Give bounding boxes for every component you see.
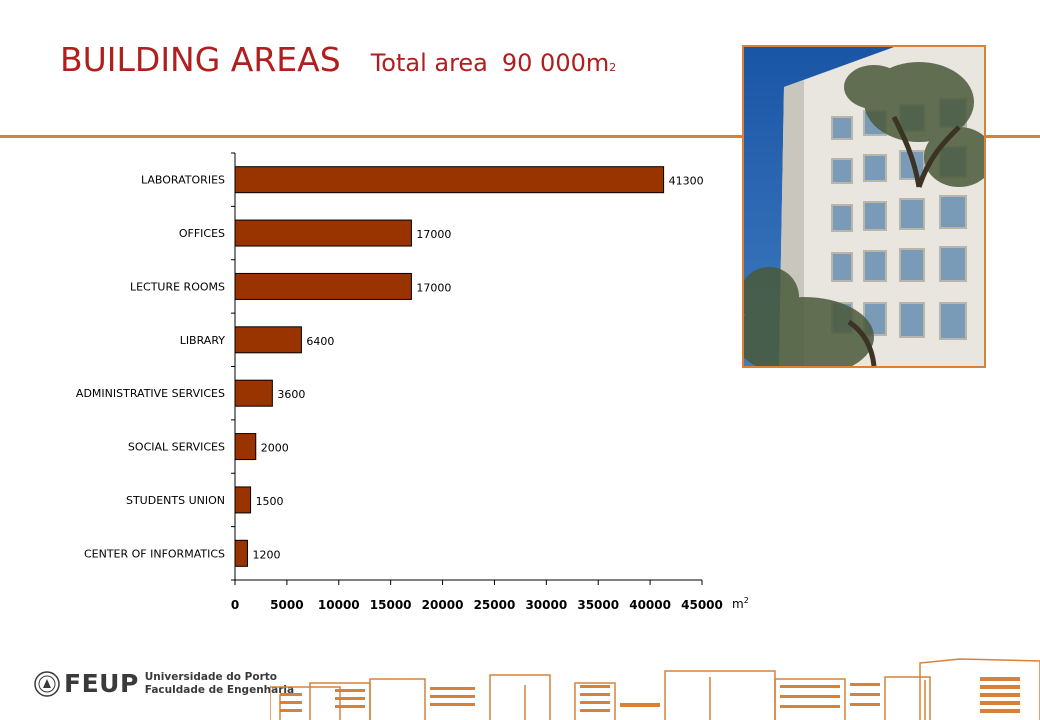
category-label-6: STUDENTS UNION [126, 494, 225, 507]
x-axis-label: m2 [732, 596, 749, 611]
x-tick-label-7: 35000 [577, 598, 619, 612]
data-label-7: 1200 [252, 548, 280, 561]
total-area-value: 90 000 [501, 49, 586, 77]
x-tick-label-2: 10000 [318, 598, 360, 612]
bar-4 [234, 379, 273, 407]
x-tick-label-1: 5000 [270, 598, 303, 612]
x-tick-label-6: 30000 [525, 598, 567, 612]
data-label-2: 17000 [416, 281, 451, 294]
x-tick-label-5: 25000 [474, 598, 516, 612]
logo-text: Universidade do Porto Faculdade de Engen… [145, 671, 294, 697]
university-seal-icon [34, 670, 60, 697]
x-tick-label-4: 20000 [422, 598, 464, 612]
bar-2 [234, 272, 412, 300]
logo-faculty-name: Faculdade de Engenharia [144, 683, 295, 696]
bar-chart: LABORATORIES 41300 OFFICES 17000 LECTURE ROO… [76, 152, 749, 612]
feup-logo: FEUP Universidade do Porto Faculdade de … [34, 669, 294, 698]
category-label-3: LIBRARY [180, 334, 226, 347]
building-photo-illustration [744, 47, 984, 366]
header-divider [0, 135, 1040, 138]
campus-skyline-illustration [270, 658, 1040, 720]
bar-6 [234, 486, 252, 514]
data-label-4: 3600 [277, 388, 305, 401]
x-tick-label-3: 15000 [370, 598, 412, 612]
bar-1 [234, 219, 412, 247]
total-area-unit-exponent: 2 [609, 61, 617, 74]
x-axis-label-unit: m [732, 597, 744, 611]
category-label-0: LABORATORIES [141, 174, 225, 187]
data-label-5: 2000 [261, 442, 289, 455]
x-tick-label-8: 40000 [629, 598, 671, 612]
building-photo [742, 45, 986, 368]
bar-5 [234, 433, 257, 461]
category-label-2: LECTURE ROOMS [130, 280, 225, 293]
logo-feup-wordmark: FEUP [64, 669, 139, 698]
category-label-4: ADMINISTRATIVE SERVICES [76, 387, 225, 400]
data-label-1: 17000 [416, 228, 451, 241]
logo-university-name: Universidade do Porto [144, 670, 277, 683]
category-label-5: SOCIAL SERVICES [128, 441, 225, 454]
data-label-3: 6400 [306, 335, 334, 348]
x-tick-label-0: 0 [231, 598, 239, 612]
x-axis-label-exponent: 2 [744, 596, 749, 605]
total-area-unit: m [585, 49, 610, 77]
category-label-7: CENTER OF INFORMATICS [84, 547, 225, 560]
bar-0 [234, 166, 665, 194]
data-label-0: 41300 [669, 175, 704, 188]
category-label-1: OFFICES [179, 227, 225, 240]
bar-7 [234, 539, 248, 567]
data-label-6: 1500 [256, 495, 284, 508]
x-tick-label-9: 45000 [681, 598, 723, 612]
bar-3 [234, 326, 302, 354]
page-title: BUILDING AREAS [60, 40, 341, 79]
subtitle-label: Total area [370, 49, 488, 77]
